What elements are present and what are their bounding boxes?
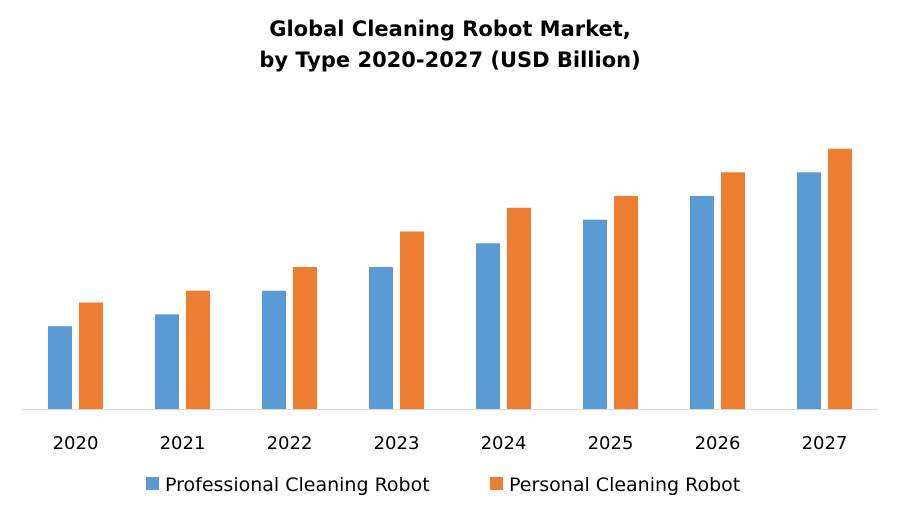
x-tick-label-2026: 2026	[695, 433, 741, 454]
bar-professional-2025	[583, 219, 607, 409]
bar-personal-2020	[79, 302, 103, 409]
bar-professional-2022	[262, 290, 286, 409]
bar-personal-2024	[507, 207, 531, 409]
bar-personal-2022	[293, 267, 317, 409]
bar-personal-2026	[721, 172, 745, 409]
x-tick-label-2023: 2023	[374, 433, 420, 454]
bar-professional-2023	[369, 267, 393, 409]
bar-group	[48, 148, 852, 409]
chart-title: Global Cleaning Robot Market, by Type 20…	[0, 14, 900, 76]
bar-professional-2027	[797, 172, 821, 409]
chart-title-line-2: by Type 2020-2027 (USD Billion)	[259, 48, 641, 72]
x-tick-label-2027: 2027	[802, 433, 848, 454]
x-tick-label-2025: 2025	[588, 433, 634, 454]
bar-professional-2021	[155, 314, 179, 409]
x-tick-label-2020: 2020	[53, 433, 99, 454]
legend: Professional Cleaning Robot Personal Clea…	[146, 474, 740, 496]
chart-title-line-1: Global Cleaning Robot Market,	[269, 17, 631, 41]
bar-personal-2021	[186, 290, 210, 409]
x-tick-label-2024: 2024	[481, 433, 527, 454]
x-tick-label-2021: 2021	[160, 433, 206, 454]
x-tick-label-2022: 2022	[267, 433, 313, 454]
bar-personal-2027	[828, 148, 852, 409]
legend-label-personal: Personal Cleaning Robot	[509, 474, 740, 496]
bar-professional-2026	[690, 196, 714, 409]
bar-professional-2024	[476, 243, 500, 409]
bar-personal-2023	[400, 231, 424, 409]
bar-professional-2020	[48, 326, 72, 409]
legend-swatch-professional	[146, 477, 159, 490]
legend-label-professional: Professional Cleaning Robot	[165, 474, 430, 496]
x-tick-labels: 2020 2021 2022 2023 2024 2025 2026 2027	[53, 433, 848, 454]
bar-personal-2025	[614, 196, 638, 409]
legend-swatch-personal	[490, 477, 503, 490]
